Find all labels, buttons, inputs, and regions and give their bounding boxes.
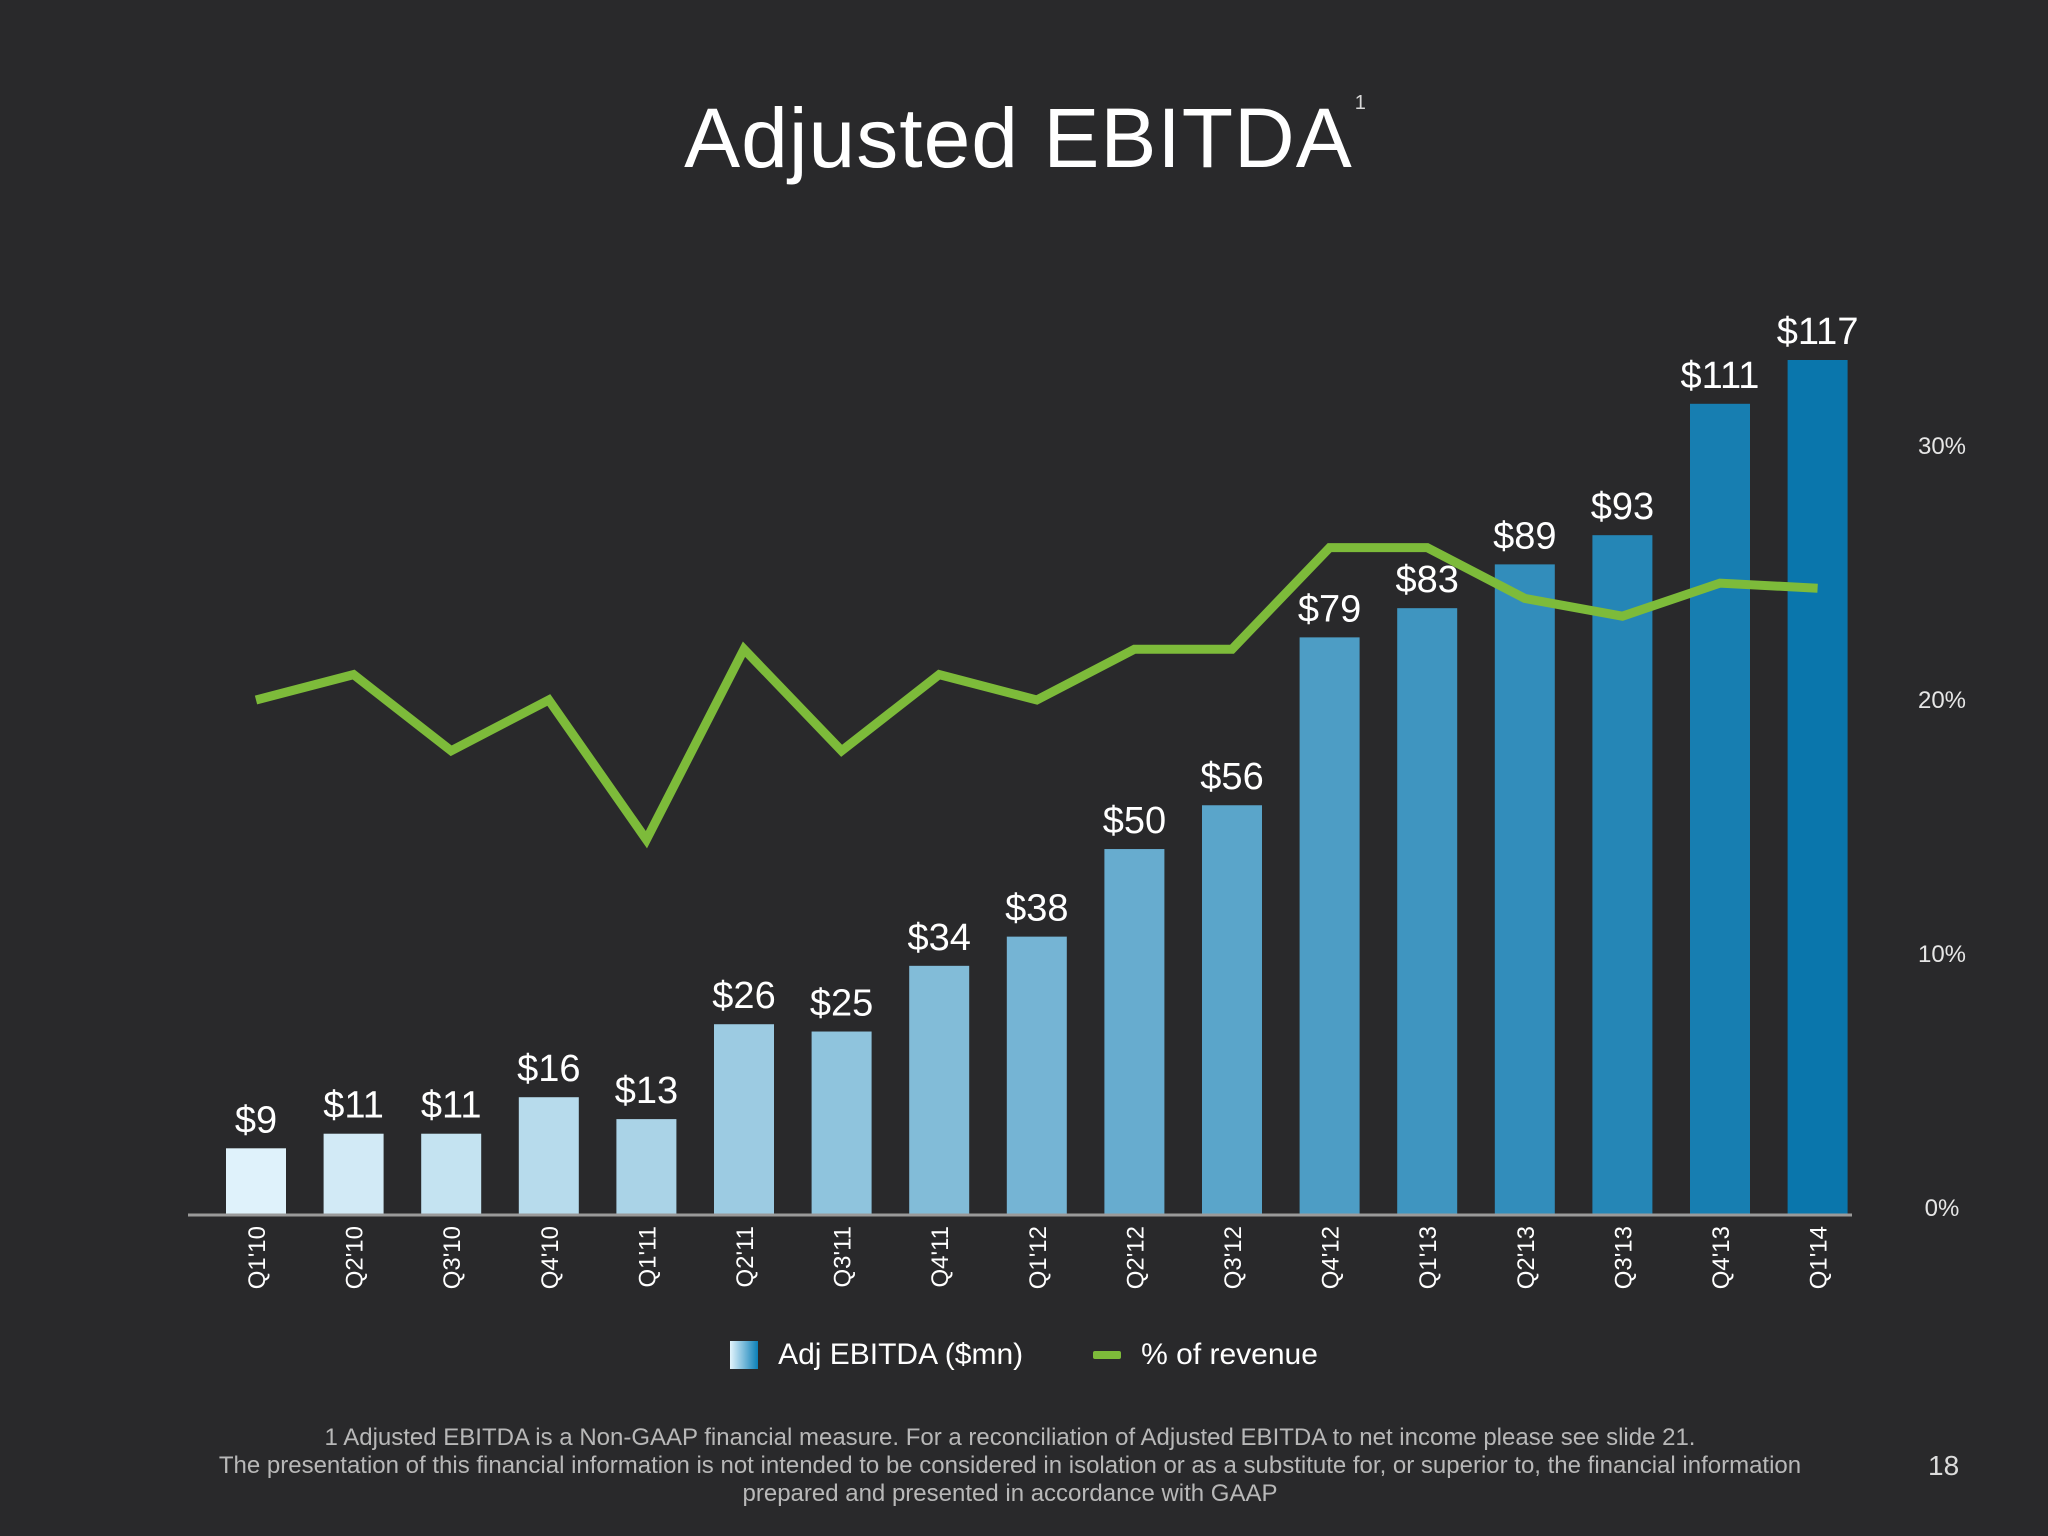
- bar-Q211: [714, 1024, 774, 1214]
- x-tick-label: Q3'12: [1220, 1226, 1247, 1289]
- bar-Q411: [909, 965, 970, 1214]
- bar-Q110: [226, 1148, 286, 1214]
- bar-value-label: $50: [1103, 800, 1166, 842]
- bar-value-label: $13: [615, 1070, 678, 1112]
- bar-value-label: $79: [1298, 588, 1361, 630]
- title-area: Adjusted EBITDA 1: [0, 90, 2048, 187]
- x-tick-label: Q1'14: [1806, 1226, 1833, 1289]
- x-tick-label: Q4'12: [1318, 1226, 1345, 1289]
- legend-line-label: % of revenue: [1141, 1338, 1318, 1371]
- x-tick-label: Q3'10: [439, 1226, 466, 1289]
- x-tick-label: Q3'11: [830, 1226, 857, 1288]
- bar-Q213: [1494, 564, 1555, 1214]
- x-tick-label: Q2'10: [342, 1226, 369, 1289]
- x-tick-label: Q4'11: [927, 1226, 954, 1288]
- bar-value-label: $38: [1005, 888, 1068, 930]
- x-tick-label: Q1'13: [1415, 1226, 1442, 1289]
- title-footnote-marker: 1: [1354, 92, 1366, 114]
- x-tick-label: Q1'10: [244, 1226, 271, 1289]
- bar-Q210: [323, 1133, 384, 1214]
- bar-Q313: [1592, 535, 1653, 1214]
- revenue-percent-line-group: [254, 543, 1818, 849]
- footnote-line-3: prepared and presented in accordance wit…: [742, 1480, 1278, 1507]
- bar-value-label: $16: [517, 1048, 580, 1090]
- footnote-line-1: 1 Adjusted EBITDA is a Non-GAAP financia…: [324, 1424, 1696, 1451]
- slide-title: Adjusted EBITDA: [684, 91, 1353, 185]
- y-right-tick-labels: 0% 10% 20% 30%: [1918, 433, 1966, 1222]
- legend-line-swatch: [1093, 1351, 1122, 1359]
- bar-value-label: $34: [907, 917, 970, 959]
- x-tick-label: Q1'11: [634, 1226, 661, 1288]
- revenue-percent-line: [254, 543, 1818, 849]
- bar-value-label: $89: [1493, 515, 1556, 557]
- x-tick-label: Q2'13: [1513, 1226, 1540, 1289]
- legend-bar-swatch: [730, 1341, 759, 1369]
- bar-value-label: $11: [323, 1085, 384, 1127]
- bar-Q112: [1006, 936, 1067, 1214]
- legend-bar-label: Adj EBITDA ($mn): [778, 1338, 1024, 1371]
- x-tick-label: Q4'13: [1708, 1226, 1735, 1289]
- bar-value-label: $9: [235, 1099, 277, 1141]
- x-tick-labels: Q1'10 Q2'10 Q3'10 Q4'10 Q1'11 Q2'11 Q3'11 Q4'11…: [244, 1226, 1833, 1289]
- footnote: 1 Adjusted EBITDA is a Non-GAAP financia…: [200, 1424, 1820, 1508]
- legend-item-revenue-percent: % of revenue: [1093, 1338, 1318, 1372]
- y-tick-label: 10%: [1918, 941, 1966, 968]
- bar-value-label: $83: [1395, 559, 1458, 601]
- y-tick-label: 0%: [1925, 1195, 1960, 1222]
- bar-value-label: $26: [712, 975, 775, 1017]
- bars-group: [226, 360, 1848, 1214]
- bar-Q412: [1299, 637, 1360, 1214]
- bar-value-label: $56: [1200, 756, 1263, 798]
- bar-value-label: $117: [1777, 311, 1859, 353]
- x-tick-label: Q2'12: [1122, 1226, 1149, 1289]
- legend-item-ebitda: Adj EBITDA ($mn): [730, 1338, 1023, 1372]
- legend: Adj EBITDA ($mn) % of revenue: [0, 1338, 2048, 1372]
- bar-Q410: [518, 1097, 579, 1214]
- bar-Q114: [1787, 360, 1848, 1214]
- bar-value-label: $25: [810, 983, 873, 1025]
- y-tick-label: 20%: [1918, 687, 1966, 714]
- bar-Q312: [1202, 805, 1262, 1214]
- x-tick-label: Q2'11: [732, 1226, 759, 1288]
- bar-Q212: [1104, 849, 1165, 1214]
- x-tick-label: Q4'10: [537, 1226, 564, 1289]
- bar-Q310: [421, 1133, 482, 1214]
- bar-Q113: [1397, 608, 1458, 1214]
- x-tick-label: Q3'13: [1610, 1226, 1637, 1289]
- footnote-line-2: The presentation of this financial infor…: [218, 1452, 1802, 1479]
- bar-value-label: $93: [1591, 486, 1654, 528]
- bar-Q311: [811, 1031, 872, 1214]
- y-tick-label: 30%: [1918, 433, 1966, 460]
- bar-Q413: [1690, 403, 1750, 1214]
- bar-value-label: $11: [421, 1085, 482, 1127]
- page-number: 18: [1928, 1450, 1960, 1481]
- bar-labels-group: $9 $11 $11 $16 $13 $26 $25 $34 $38 $50 $56 $79 $83 $8…: [235, 311, 1859, 1141]
- bar-Q111: [616, 1119, 677, 1214]
- bar-value-label: $111: [1681, 355, 1760, 397]
- x-tick-label: Q1'12: [1025, 1226, 1052, 1289]
